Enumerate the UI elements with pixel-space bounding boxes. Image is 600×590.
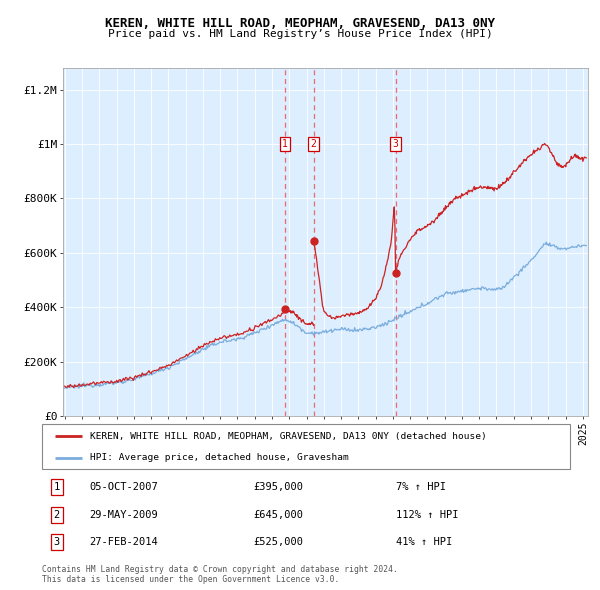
Text: KEREN, WHITE HILL ROAD, MEOPHAM, GRAVESEND, DA13 0NY (detached house): KEREN, WHITE HILL ROAD, MEOPHAM, GRAVESE…	[89, 432, 486, 441]
Text: This data is licensed under the Open Government Licence v3.0.: This data is licensed under the Open Gov…	[42, 575, 340, 584]
Text: 2: 2	[311, 139, 317, 149]
Text: 27-FEB-2014: 27-FEB-2014	[89, 537, 158, 547]
Text: KEREN, WHITE HILL ROAD, MEOPHAM, GRAVESEND, DA13 0NY: KEREN, WHITE HILL ROAD, MEOPHAM, GRAVESE…	[105, 17, 495, 30]
Text: Contains HM Land Registry data © Crown copyright and database right 2024.: Contains HM Land Registry data © Crown c…	[42, 565, 398, 575]
Text: 2: 2	[53, 510, 60, 520]
Text: £525,000: £525,000	[253, 537, 303, 547]
Text: 1: 1	[282, 139, 288, 149]
Text: 05-OCT-2007: 05-OCT-2007	[89, 483, 158, 493]
Text: 29-MAY-2009: 29-MAY-2009	[89, 510, 158, 520]
Text: £645,000: £645,000	[253, 510, 303, 520]
FancyBboxPatch shape	[42, 424, 570, 469]
Text: HPI: Average price, detached house, Gravesham: HPI: Average price, detached house, Grav…	[89, 453, 348, 462]
Text: Price paid vs. HM Land Registry’s House Price Index (HPI): Price paid vs. HM Land Registry’s House …	[107, 30, 493, 39]
Text: £395,000: £395,000	[253, 483, 303, 493]
Text: 112% ↑ HPI: 112% ↑ HPI	[396, 510, 458, 520]
Text: 41% ↑ HPI: 41% ↑ HPI	[396, 537, 452, 547]
Text: 1: 1	[53, 483, 60, 493]
Text: 7% ↑ HPI: 7% ↑ HPI	[396, 483, 446, 493]
Text: 3: 3	[53, 537, 60, 547]
Text: 3: 3	[392, 139, 398, 149]
